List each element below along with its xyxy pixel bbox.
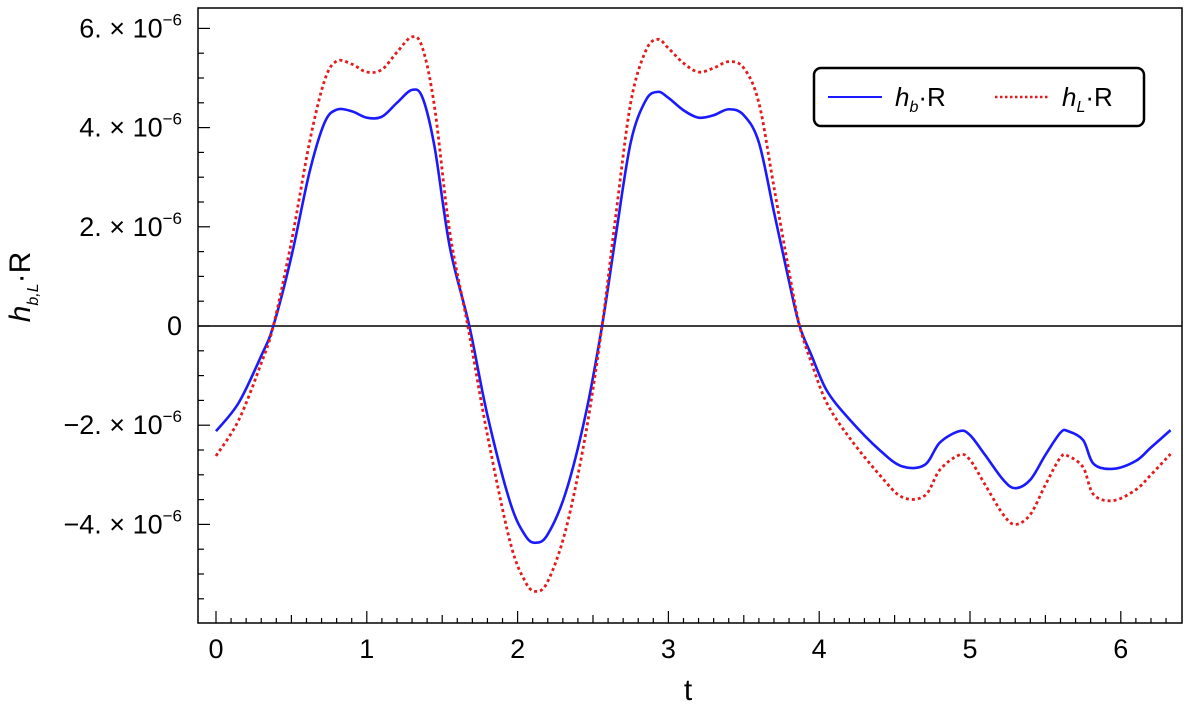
y-tick-label: 0	[167, 311, 182, 341]
x-tick-label: 5	[962, 634, 977, 664]
x-tick-label: 0	[208, 634, 223, 664]
x-axis-label: t	[684, 674, 693, 707]
legend-label-hb: hb·R	[895, 82, 946, 116]
legend-box	[812, 66, 1146, 128]
series-hl-line	[214, 35, 1172, 593]
x-tick-label: 1	[359, 634, 374, 664]
x-tick-label: 4	[812, 634, 827, 664]
series-layer	[214, 35, 1172, 593]
y-axis: 6. × 10−6 4. × 10−6 2. × 10−6 0 −2. × 10−6 −4…	[64, 10, 210, 600]
legend: hb·R hL·R	[812, 66, 1146, 128]
y-tick-label: 2. × 10−6	[79, 209, 182, 242]
x-tick-label: 3	[661, 634, 676, 664]
plot-frame	[197, 7, 1183, 624]
y-tick-label: −4. × 10−6	[64, 506, 182, 539]
legend-label-hl: hL·R	[1062, 82, 1113, 116]
y-tick-label: 6. × 10−6	[79, 10, 182, 43]
y-axis-label: hb,L·R	[4, 252, 42, 323]
series-hb-line	[214, 88, 1172, 545]
y-tick-label: 4. × 10−6	[79, 110, 182, 143]
x-axis: 0 1 2 3 4 5 6	[208, 611, 1167, 664]
y-tick-label: −2. × 10−6	[64, 407, 182, 440]
x-tick-label: 2	[510, 634, 525, 664]
x-tick-label: 6	[1113, 634, 1128, 664]
